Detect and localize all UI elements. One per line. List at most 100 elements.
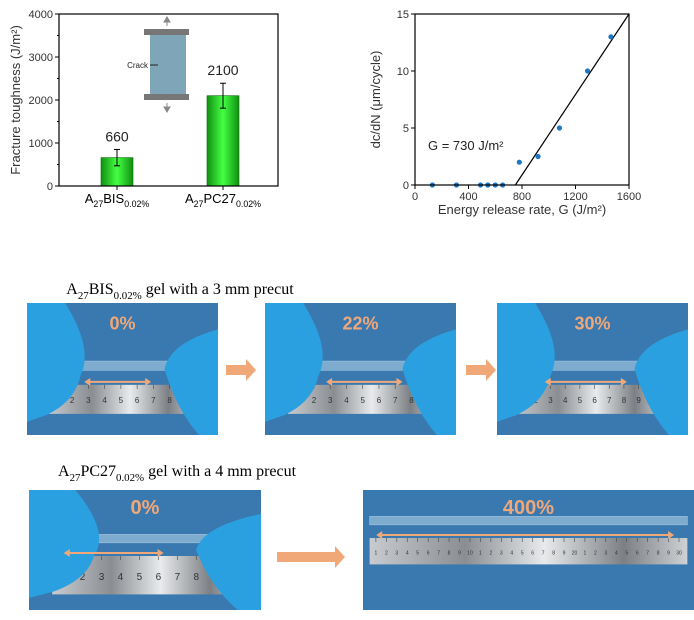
ruler-number: 8	[657, 550, 660, 556]
text-part: BIS	[103, 191, 124, 206]
ruler-number: 2	[312, 396, 317, 405]
y-tick-label: 0	[403, 180, 409, 192]
x-tick-label: 1200	[563, 191, 587, 203]
ruler-number: 3	[99, 572, 105, 583]
text-part: 0.02%	[124, 199, 149, 209]
strain-label: 22%	[342, 313, 378, 333]
text-part: 27	[70, 472, 81, 484]
glove-left	[29, 490, 100, 598]
ruler-number: 3	[500, 550, 503, 556]
ruler-number: 8	[552, 550, 555, 556]
ruler-number: 9	[458, 550, 461, 556]
ruler-number: 9	[636, 396, 641, 405]
ruler-number: 7	[607, 396, 612, 405]
text-part: gel with a 4 mm precut	[144, 463, 297, 480]
y-tick-label: 4000	[29, 9, 53, 21]
text-part: A	[85, 191, 94, 206]
ruler-number: 9	[563, 550, 566, 556]
specimen	[150, 34, 186, 94]
glove-right	[164, 329, 218, 435]
x-tick-label: 800	[513, 191, 531, 203]
text-part: 0.02%	[236, 199, 261, 209]
photo-pc-400pct: 1 2 3 4 5 6 7 8 9 10 1 2 3 4 5 6 7 8 9 20 1 2 3 4 5 6 7 8 9 30 400%	[363, 490, 694, 610]
strain-label: 0%	[131, 497, 160, 519]
y-tick-label: 1000	[29, 138, 53, 150]
ruler-number: 7	[437, 550, 440, 556]
ruler-number: 4	[510, 550, 513, 556]
plot-frame	[414, 13, 630, 186]
ruler-number: 5	[625, 550, 628, 556]
ruler-number: 8	[622, 396, 627, 405]
arrow-up-icon	[163, 16, 171, 26]
y-tick-label: 10	[397, 66, 409, 78]
ruler-number: 3	[86, 396, 91, 405]
y-axis-label: dc/dN (μm/cycle)	[368, 51, 383, 149]
data-point	[584, 68, 591, 74]
arrow-down-icon	[163, 103, 171, 113]
ruler-number: 2	[70, 396, 75, 405]
strain-label: 0%	[109, 313, 135, 333]
ruler-number: 6	[531, 550, 534, 556]
ruler-number: 6	[377, 396, 382, 405]
ruler-number: 6	[427, 550, 430, 556]
ruler-number: 4	[406, 550, 409, 556]
text-part: BIS	[89, 281, 114, 298]
y-tick-label: 5	[403, 123, 409, 135]
ruler-number: 5	[416, 550, 419, 556]
ruler-number: 6	[592, 396, 597, 405]
x-tick-label: 1600	[617, 191, 641, 203]
data-point	[608, 34, 614, 40]
ruler-number: 6	[156, 572, 162, 583]
annotation: G = 730 J/m²	[428, 138, 504, 153]
glove-right	[634, 329, 688, 435]
crack-label: Crack	[127, 61, 149, 70]
x-tick-label: 400	[459, 191, 477, 203]
clamp-bottom	[144, 94, 189, 100]
ruler-number: 2	[385, 550, 388, 556]
ruler-number: 9	[667, 550, 670, 556]
ruler-number: 2	[489, 550, 492, 556]
ruler-number: 6	[636, 550, 639, 556]
ruler-number: 5	[521, 550, 524, 556]
ruler-number: 10	[467, 550, 473, 556]
clamp-top	[144, 29, 189, 35]
text-part: PC27	[203, 191, 236, 206]
y-axis-label: Fracture toughness (J/m²)	[8, 25, 23, 175]
ruler	[369, 538, 688, 565]
text-part: A	[58, 463, 70, 480]
photo-pc-0pct: 123456789100%	[29, 490, 261, 610]
data-label: 660	[105, 128, 129, 144]
bar-chart: 0 1000 2000 3000 4000 Fracture toughness (J/m…	[8, 9, 279, 209]
row2-title: A27PC270.02% gel with a 4 mm precut	[58, 463, 297, 484]
photo-22pct: 12345678922%	[265, 303, 456, 435]
arrow-right-1	[226, 359, 256, 381]
data-point	[556, 125, 563, 131]
gel-strip	[544, 360, 641, 371]
x-tick-label: A27PC270.02%	[185, 191, 261, 209]
arrow-right-3	[277, 546, 345, 568]
ruler-number: 4	[563, 396, 568, 405]
arrow-right-2	[466, 359, 496, 381]
ruler-number: 4	[102, 396, 107, 405]
ruler-number: 8	[167, 396, 172, 405]
glove-left	[265, 303, 323, 422]
ruler-number: 5	[119, 396, 124, 405]
scatter-chart: 0 5 10 15 0 400 800 1200 1600 dc/dN (μm/cycle) Ene…	[368, 9, 641, 217]
ruler-number: 1	[584, 550, 587, 556]
data-point	[516, 159, 522, 165]
gel-strip	[369, 516, 688, 526]
ruler-number: 4	[615, 550, 618, 556]
glove-left	[497, 303, 555, 422]
ruler-number: 7	[175, 572, 181, 583]
text-part: A	[66, 281, 78, 298]
text-part: gel with a 3 mm precut	[142, 281, 295, 298]
photo-30pct: 1234567891030%	[497, 303, 688, 435]
ruler-number: 3	[328, 396, 333, 405]
ruler-number: 3	[548, 396, 553, 405]
strain-label: 400%	[503, 497, 554, 519]
ruler-number: 1	[479, 550, 482, 556]
ruler-number: 2	[594, 550, 597, 556]
ruler-number: 7	[542, 550, 545, 556]
ruler-number: 1	[375, 550, 378, 556]
